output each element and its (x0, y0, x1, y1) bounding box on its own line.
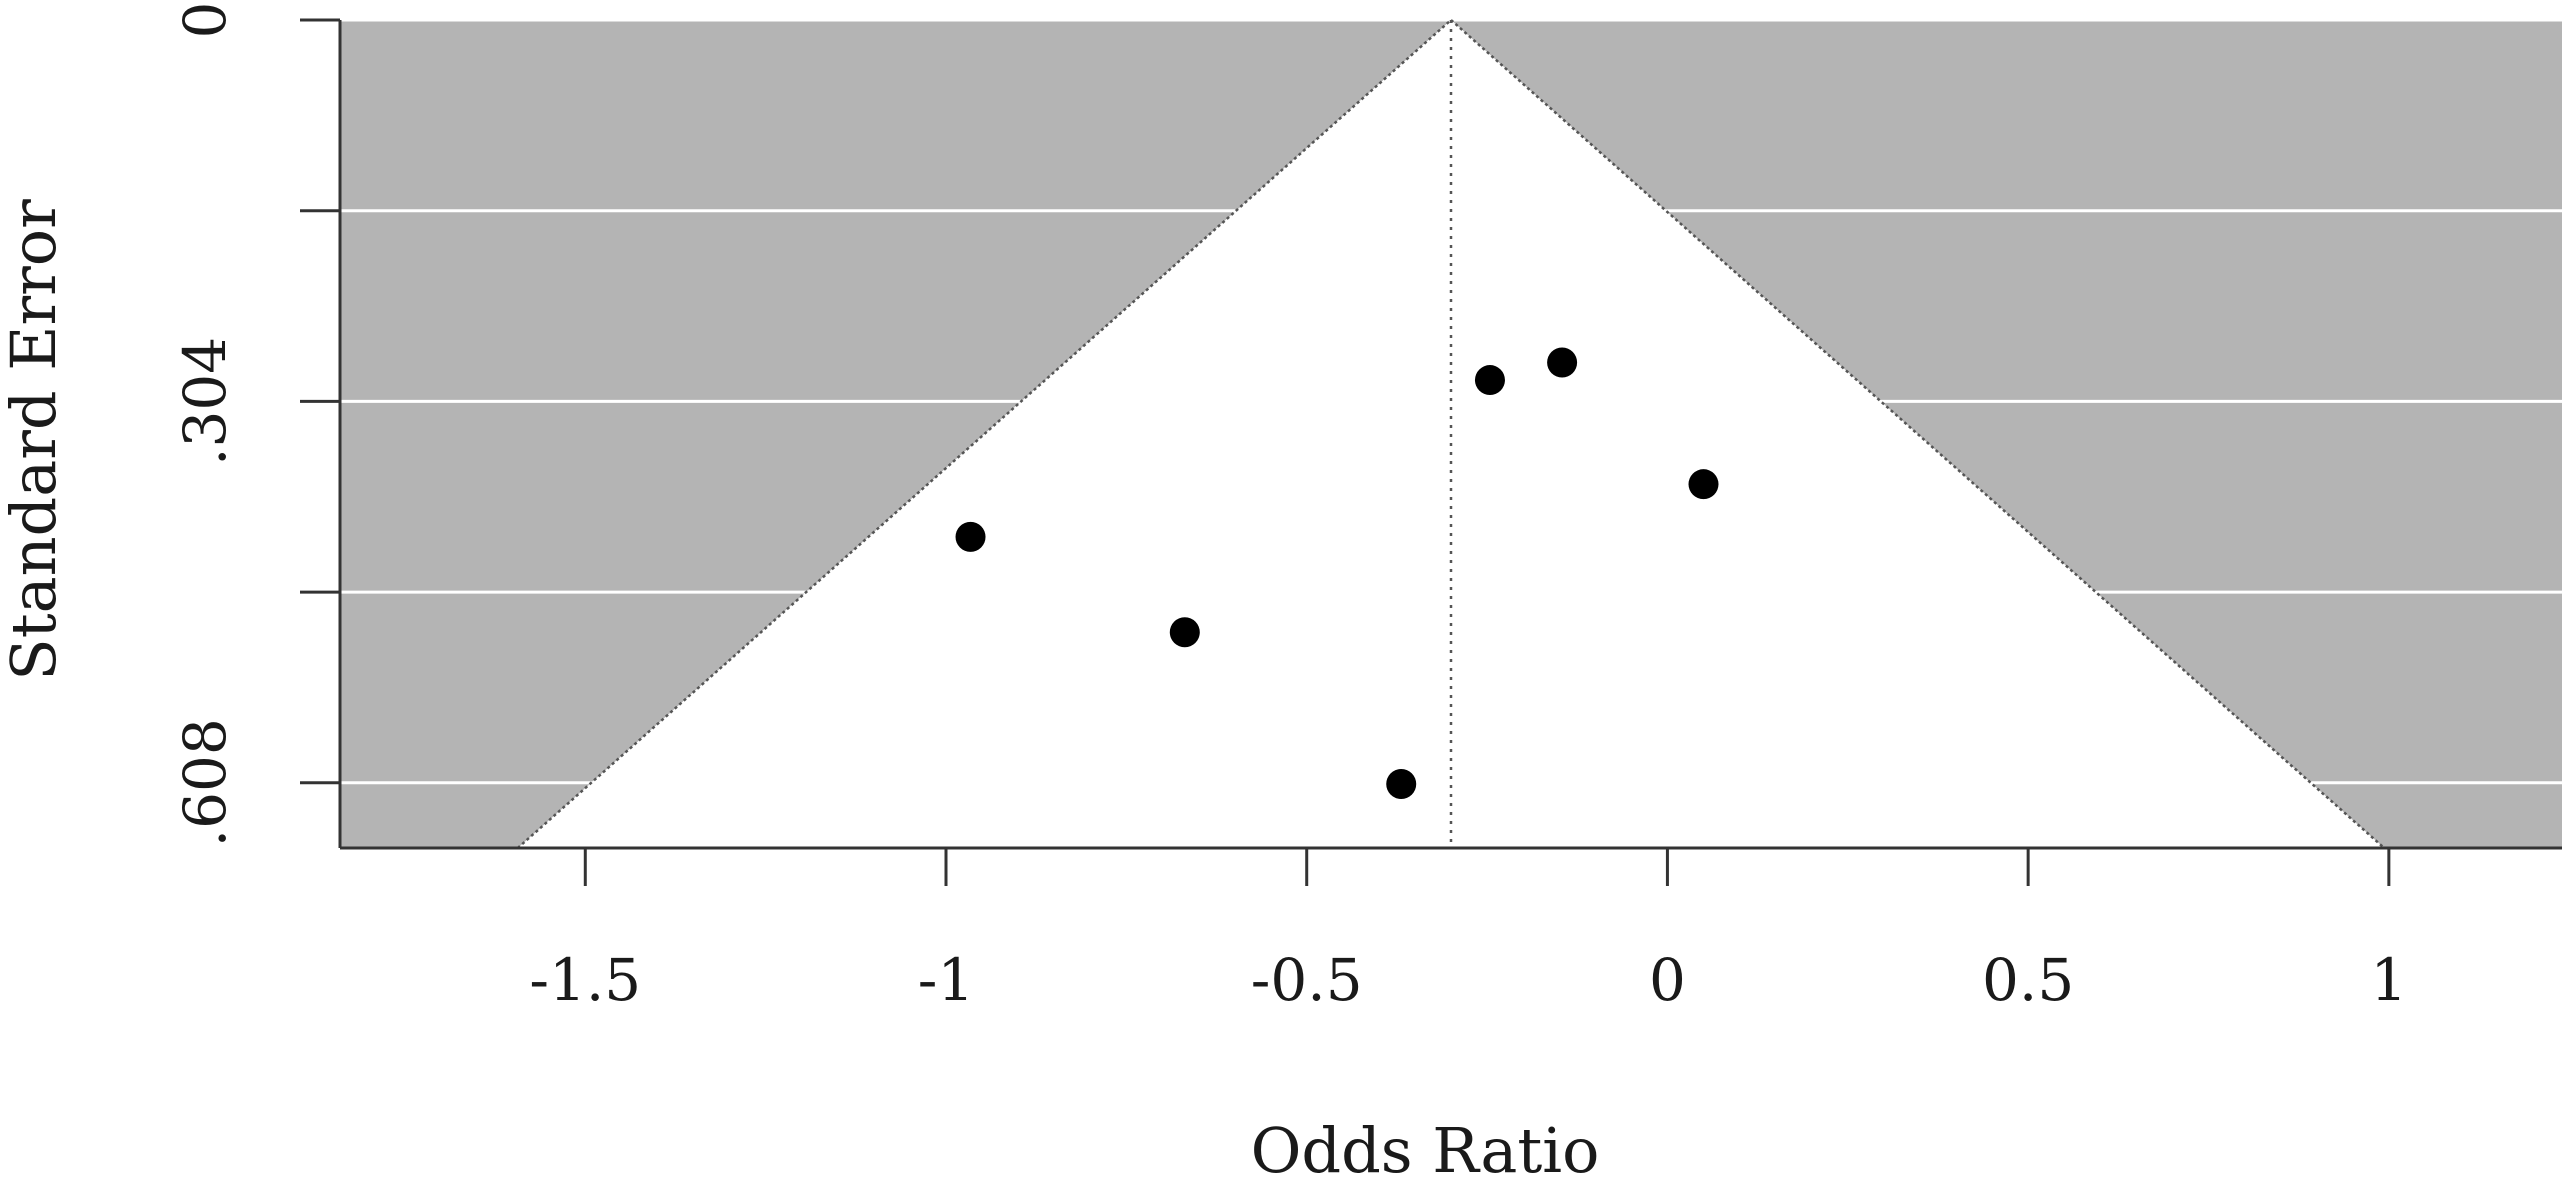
study-point (1386, 769, 1417, 800)
x-tick-label: -0.5 (1251, 946, 1363, 1014)
y-axis: 0 .304 .608 (171, 2, 342, 848)
x-tick-label: 0 (1649, 946, 1686, 1014)
study-point (955, 521, 986, 552)
y-tick-label: .608 (171, 718, 239, 847)
study-point (1688, 469, 1719, 500)
x-tick-label: -1.5 (529, 946, 641, 1014)
x-tick-label: 1 (2370, 946, 2407, 1014)
x-axis: -1.5 -1 -0.5 0 0.5 1 (340, 846, 2562, 1014)
study-point (1547, 347, 1578, 378)
y-axis-title: Standard Error (0, 199, 70, 681)
y-tick-label: .304 (171, 337, 239, 466)
plot-panel (340, 18, 2562, 850)
x-axis-title: Odds Ratio (1251, 1114, 1600, 1187)
x-tick-label: 0.5 (1982, 946, 2074, 1014)
x-tick-label: -1 (918, 946, 975, 1014)
study-point (1474, 365, 1505, 396)
study-point (1169, 617, 1200, 648)
y-tick-label: 0 (171, 2, 239, 39)
